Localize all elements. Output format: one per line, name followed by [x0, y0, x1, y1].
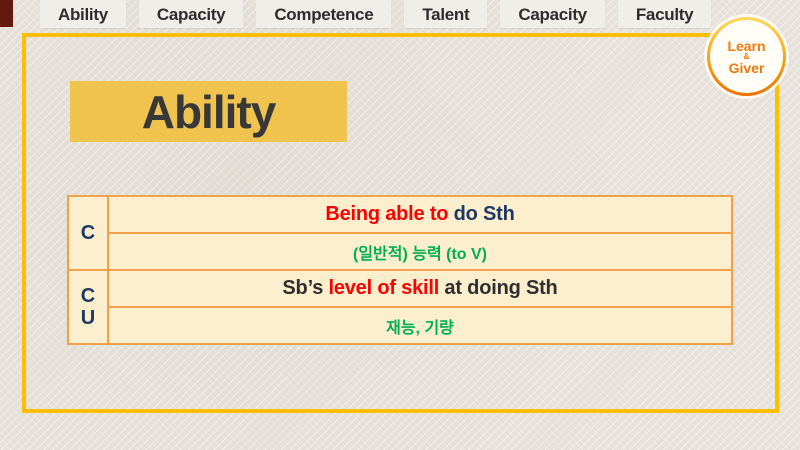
definition-2: Sb’s level of skill at doing Sth	[107, 269, 733, 308]
corner-accent-strip	[0, 0, 13, 27]
korean-meaning-2: 재능, 기량	[107, 306, 733, 345]
learn-giver-logo: Learn & Giver	[707, 17, 786, 96]
tab-capacity[interactable]: Capacity	[138, 0, 244, 28]
tab-ability[interactable]: Ability	[40, 0, 126, 28]
definition-table: C Being able to do Sth (일반적) 능력 (to V) C…	[67, 195, 733, 345]
definition-2-segment: at doing Sth	[439, 277, 558, 299]
definition-2-segment: level of skill	[328, 277, 440, 299]
definition-2-segment: Sb’s	[282, 277, 329, 299]
definition-1: Being able to do Sth	[107, 195, 733, 234]
table-row: C Being able to do Sth	[67, 195, 733, 271]
page-title: Ability	[141, 85, 277, 138]
tab-competence[interactable]: Competence	[256, 0, 392, 28]
table-row: (일반적) 능력 (to V)	[68, 232, 733, 271]
korean-meaning-2-text: 재능, 기량	[386, 319, 454, 337]
logo-text-ampersand: &	[743, 51, 750, 61]
tab-capacity-2[interactable]: Capacity	[500, 0, 605, 28]
tab-faculty[interactable]: Faculty	[617, 0, 712, 28]
korean-meaning-1-text: (일반적) 능력 (to V)	[352, 245, 488, 263]
word-tab-bar: Ability Capacity Competence Talent Capac…	[40, 0, 712, 28]
table-row: C U Sb’s level of skill at doing Sth	[67, 269, 733, 345]
slide-frame	[22, 33, 779, 413]
definition-1-segment: do Sth	[448, 203, 515, 225]
table-row: 재능, 기량	[68, 306, 733, 345]
logo-text-giver: Giver	[728, 59, 765, 76]
logo-text-learn: Learn	[727, 37, 766, 54]
label-line-c: C	[80, 285, 96, 307]
countability-label-cu: C U	[67, 269, 109, 345]
learn-giver-logo-inner: Learn & Giver	[710, 20, 783, 93]
korean-meaning-1: (일반적) 능력 (to V)	[107, 232, 733, 271]
title-highlight: Ability	[70, 81, 347, 142]
definition-1-segment: Being able to	[325, 203, 449, 225]
tab-talent[interactable]: Talent	[404, 0, 488, 28]
label-line-u: U	[80, 307, 96, 329]
countability-label-c: C	[67, 195, 109, 271]
